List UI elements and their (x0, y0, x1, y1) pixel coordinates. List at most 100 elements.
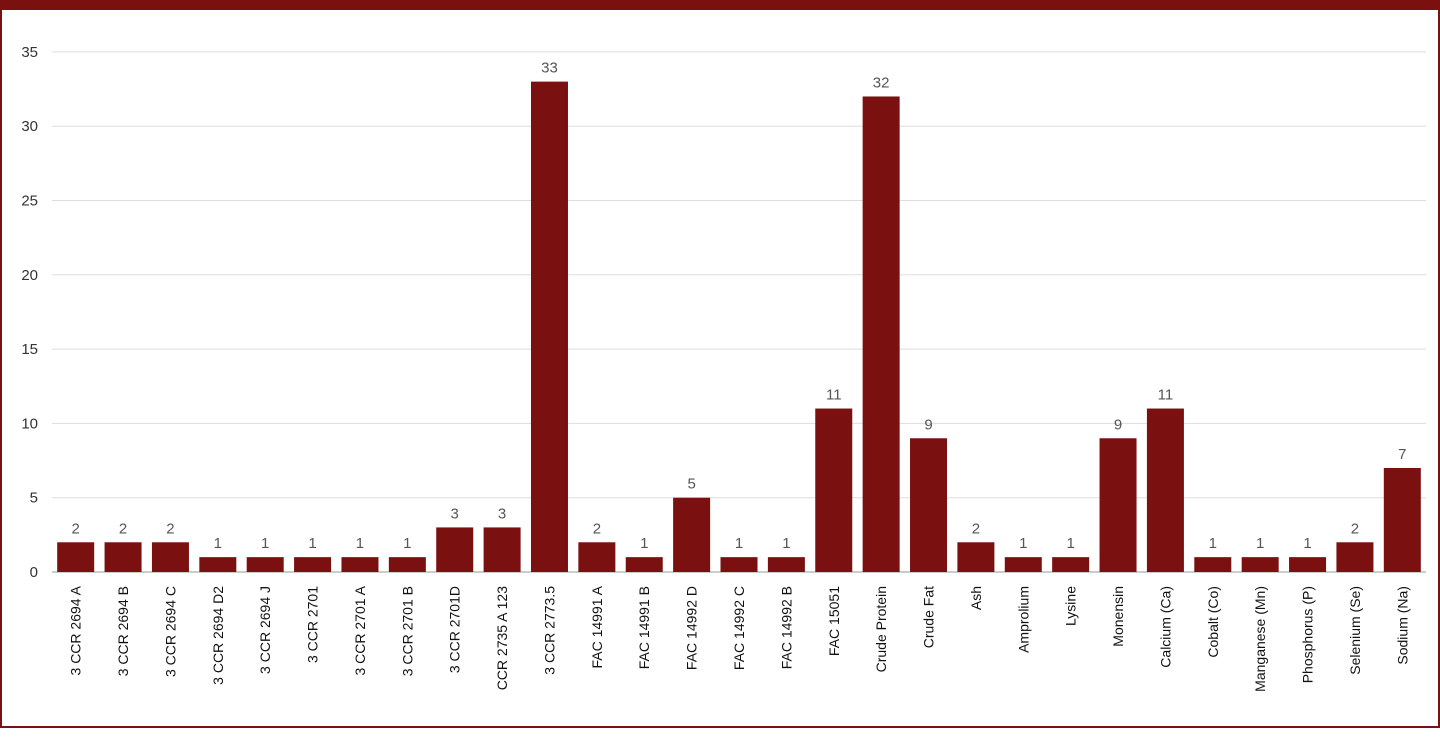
bar (767, 557, 805, 572)
y-tick-label: 0 (30, 564, 38, 581)
bar (815, 408, 853, 572)
bar (578, 542, 616, 572)
bar (341, 557, 379, 572)
bar (388, 557, 426, 572)
data-label: 1 (782, 535, 790, 552)
x-tick-label: 3 CCR 2701D (447, 586, 463, 673)
bar (862, 96, 900, 572)
x-tick-label: 3 CCR 2694 B (115, 586, 131, 676)
bar (1004, 557, 1042, 572)
bar (246, 557, 284, 572)
x-tick-label: 3 CCR 2694 C (162, 586, 178, 677)
x-tick-label: FAC 14992 B (778, 586, 794, 669)
data-label: 1 (214, 535, 222, 552)
bar (1194, 557, 1232, 572)
y-tick-label: 30 (21, 118, 38, 135)
bar (151, 542, 189, 572)
y-tick-label: 35 (21, 44, 38, 61)
bar (1099, 438, 1137, 572)
bar (720, 557, 758, 572)
bar (673, 497, 711, 572)
y-tick-label: 10 (21, 415, 38, 432)
data-label: 11 (1158, 387, 1174, 404)
y-tick-label: 20 (21, 267, 38, 284)
bar (436, 527, 474, 572)
data-label: 3 (451, 505, 459, 522)
x-tick-label: 3 CCR 2701 B (399, 586, 415, 676)
x-tick-label: Manganese (Mn) (1252, 586, 1268, 692)
x-tick-label: FAC 14992 C (731, 586, 747, 670)
x-tick-label: Selenium (Se) (1347, 586, 1363, 675)
y-tick-label: 5 (30, 490, 38, 507)
data-label: 11 (826, 387, 842, 404)
bar (1289, 557, 1327, 572)
data-label: 1 (1066, 535, 1074, 552)
x-tick-label: 3 CCR 2694 J (257, 586, 273, 674)
bars (57, 81, 1421, 573)
x-tick-label: 3 CCR 2701 A (352, 585, 368, 675)
data-label: 1 (1256, 535, 1264, 552)
bar (1336, 542, 1374, 572)
data-label: 9 (1114, 416, 1122, 433)
data-label: 33 (541, 60, 558, 77)
gridlines (52, 51, 1426, 573)
y-axis-ticks: 0 5 10 15 20 25 30 35 (21, 44, 38, 581)
x-tick-label: Ash (968, 586, 984, 610)
x-tick-label: Lysine (1063, 586, 1079, 626)
data-label: 32 (873, 74, 890, 91)
x-tick-label: Cobalt (Co) (1205, 586, 1221, 658)
x-tick-label: 3 CCR 2773.5 (541, 586, 557, 675)
data-label: 3 (498, 505, 506, 522)
y-tick-label: 15 (21, 341, 38, 358)
data-label: 2 (593, 520, 601, 537)
bar (910, 438, 948, 572)
bar (57, 542, 95, 572)
data-label: 5 (687, 476, 695, 493)
x-tick-label: FAC 14991 B (636, 586, 652, 669)
y-tick-label: 25 (21, 193, 38, 210)
x-tick-label: Monensin (1110, 586, 1126, 647)
data-label: 1 (403, 535, 411, 552)
data-label: 2 (972, 520, 980, 537)
bar (1383, 467, 1421, 572)
data-label: 1 (261, 535, 269, 552)
x-axis-categories: 3 CCR 2694 A 3 CCR 2694 B 3 CCR 2694 C 3 CC… (68, 585, 1411, 691)
data-label: 1 (1303, 535, 1311, 552)
bar (294, 557, 332, 572)
x-tick-label: Crude Fat (921, 586, 937, 648)
data-label: 1 (308, 535, 316, 552)
x-tick-label: CCR 2735 A 123 (494, 586, 510, 691)
x-tick-label: Crude Protein (873, 586, 889, 672)
data-label: 2 (166, 520, 174, 537)
x-tick-label: 3 CCR 2694 A (68, 585, 84, 675)
x-tick-label: FAC 15051 (826, 586, 842, 656)
data-label: 1 (1209, 535, 1217, 552)
bar (957, 542, 995, 572)
bar (625, 557, 663, 572)
data-label: 9 (924, 416, 932, 433)
x-tick-label: Sodium (Na) (1394, 586, 1410, 665)
data-label: 2 (1351, 520, 1359, 537)
x-tick-label: Phosphorus (P) (1300, 586, 1316, 683)
x-tick-label: FAC 14991 A (589, 585, 605, 668)
data-label: 7 (1398, 446, 1406, 463)
data-label: 1 (1019, 535, 1027, 552)
bar (1241, 557, 1279, 572)
data-label: 1 (640, 535, 648, 552)
x-tick-label: FAC 14992 D (684, 586, 700, 670)
data-label: 2 (119, 520, 127, 537)
x-tick-label: Calcium (Ca) (1157, 586, 1173, 668)
bar (199, 557, 237, 572)
bar (1052, 557, 1090, 572)
data-label: 1 (735, 535, 743, 552)
x-tick-label: Amprolium (1015, 586, 1031, 653)
bar (104, 542, 142, 572)
bar (483, 527, 521, 572)
x-tick-label: 3 CCR 2701 (305, 586, 321, 663)
x-tick-label: 3 CCR 2694 D2 (210, 586, 226, 685)
data-label: 2 (72, 520, 80, 537)
data-label: 1 (356, 535, 364, 552)
bar (530, 81, 568, 573)
